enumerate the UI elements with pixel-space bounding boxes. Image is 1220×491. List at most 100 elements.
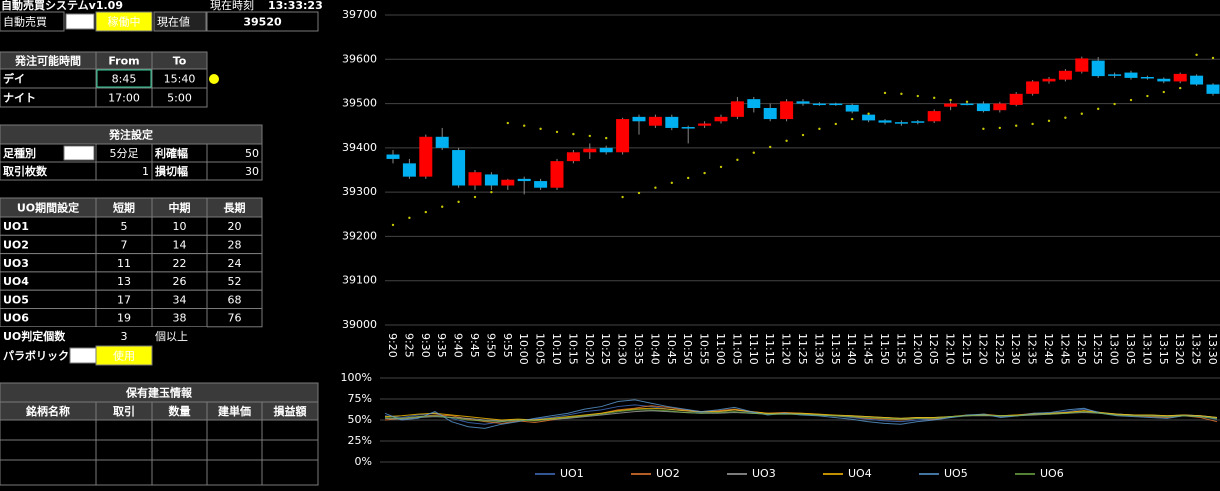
sar-dot — [1211, 56, 1215, 60]
candle-body — [894, 122, 908, 124]
toggle-button[interactable] — [65, 13, 95, 30]
x-tick-label: 12:20 — [976, 333, 989, 365]
candle-body — [1091, 60, 1105, 77]
sar-dot — [883, 91, 887, 95]
cell-text: 26 — [173, 275, 187, 288]
toggle-label[interactable]: 切替 — [72, 349, 94, 363]
y-tick-label: 39200 — [342, 229, 377, 242]
cell — [206, 459, 263, 486]
cell-text: 5分足 — [110, 147, 139, 160]
x-tick-label: 12:15 — [960, 333, 973, 365]
x-tick-label: 9:50 — [484, 333, 497, 358]
sar-dot — [687, 176, 690, 180]
cell-text: 建単価 — [218, 404, 251, 418]
cell-text: 発注可能時間 — [14, 54, 81, 68]
cell — [95, 345, 153, 366]
candle-body — [698, 123, 712, 126]
sar-dot — [539, 127, 542, 131]
sar-dot — [867, 112, 870, 115]
cell — [206, 439, 263, 461]
candle-body — [402, 163, 416, 177]
candle-body — [862, 114, 876, 121]
candle-body — [1026, 81, 1040, 94]
candle-body — [583, 148, 597, 153]
cell-text: 50 — [245, 147, 259, 160]
cell-text: 20 — [228, 220, 242, 233]
candle-body — [386, 154, 400, 159]
x-tick-label: 11:55 — [894, 333, 907, 365]
sar-dot — [1047, 119, 1051, 123]
x-tick-label: 10:40 — [648, 333, 661, 365]
candle-body — [665, 116, 679, 128]
x-tick-label: 13:05 — [1124, 333, 1137, 365]
cell-text: 数量 — [169, 404, 191, 418]
candle-body — [829, 103, 843, 106]
x-tick-label: 11:25 — [796, 333, 809, 365]
sar-dot — [670, 181, 673, 185]
cell — [151, 459, 208, 486]
toggle-label[interactable]: 切替 — [68, 146, 90, 160]
x-tick-label: 10:45 — [665, 333, 678, 365]
toggle-label[interactable]: 切替 — [69, 15, 91, 29]
candle-body — [681, 127, 695, 129]
sar-dot — [769, 145, 772, 149]
candle-body — [1157, 78, 1171, 82]
sar-dot — [1113, 102, 1116, 106]
cell — [152, 327, 207, 345]
sar-dot — [506, 121, 509, 125]
cell-text: To — [173, 55, 187, 68]
x-tick-label: 13:30 — [1206, 333, 1219, 365]
x-tick-label: 11:20 — [780, 333, 793, 365]
sar-dot — [1146, 94, 1149, 98]
x-tick-label: 12:00 — [911, 333, 924, 365]
cell-text: デイ — [3, 72, 25, 86]
candle-body — [1009, 93, 1023, 105]
y-tick-label: 50% — [348, 413, 372, 426]
cell-text: 損切幅 — [155, 164, 188, 178]
x-tick-label: 11:40 — [845, 333, 858, 365]
candle-body — [993, 103, 1007, 111]
cell-text: UO6 — [3, 312, 29, 325]
sar-dot — [801, 133, 805, 137]
cell-text: 17:00 — [108, 92, 140, 105]
cell — [96, 327, 152, 345]
sar-dot — [588, 134, 591, 138]
cell-text: 足種別 — [3, 146, 36, 160]
sar-dot — [998, 126, 1001, 130]
cell-text: 34 — [173, 293, 187, 306]
sar-dot — [1015, 124, 1018, 127]
sar-dot — [1031, 122, 1034, 126]
cell-text: 52 — [228, 275, 242, 288]
candle-body — [1108, 74, 1122, 76]
candle-body — [812, 103, 826, 106]
time: 13:33:23 — [268, 0, 323, 12]
sar-dot — [916, 94, 919, 98]
cell-text: 24 — [228, 257, 242, 270]
candle-body — [911, 121, 925, 123]
sar-dot — [703, 171, 706, 175]
x-tick-label: 9:20 — [386, 333, 399, 358]
toggle-button[interactable] — [63, 145, 95, 161]
cell — [95, 459, 153, 486]
cell-text: 銘柄名称 — [26, 404, 70, 418]
x-tick-label: 11:00 — [714, 333, 727, 365]
sar-dot — [818, 127, 821, 131]
cell-text: 10 — [173, 220, 187, 233]
cell-text: UO4 — [3, 275, 29, 288]
cell — [95, 419, 153, 441]
cell — [206, 161, 263, 181]
candle-body — [1124, 72, 1138, 78]
sar-dot — [719, 165, 723, 169]
sar-dot — [473, 195, 477, 199]
x-tick-label: 10:50 — [681, 333, 694, 365]
cell-text: 13 — [117, 275, 131, 288]
sar-dot — [654, 186, 657, 189]
x-tick-label: 10:30 — [616, 333, 629, 365]
x-tick-label: 12:35 — [1026, 333, 1039, 365]
x-tick-label: 10:00 — [517, 333, 530, 365]
x-tick-label: 10:10 — [550, 333, 563, 365]
legend-label: UO3 — [752, 467, 776, 480]
cell-text: 17 — [117, 293, 131, 306]
candle-body — [927, 111, 941, 122]
x-tick-label: 13:15 — [1157, 333, 1170, 365]
